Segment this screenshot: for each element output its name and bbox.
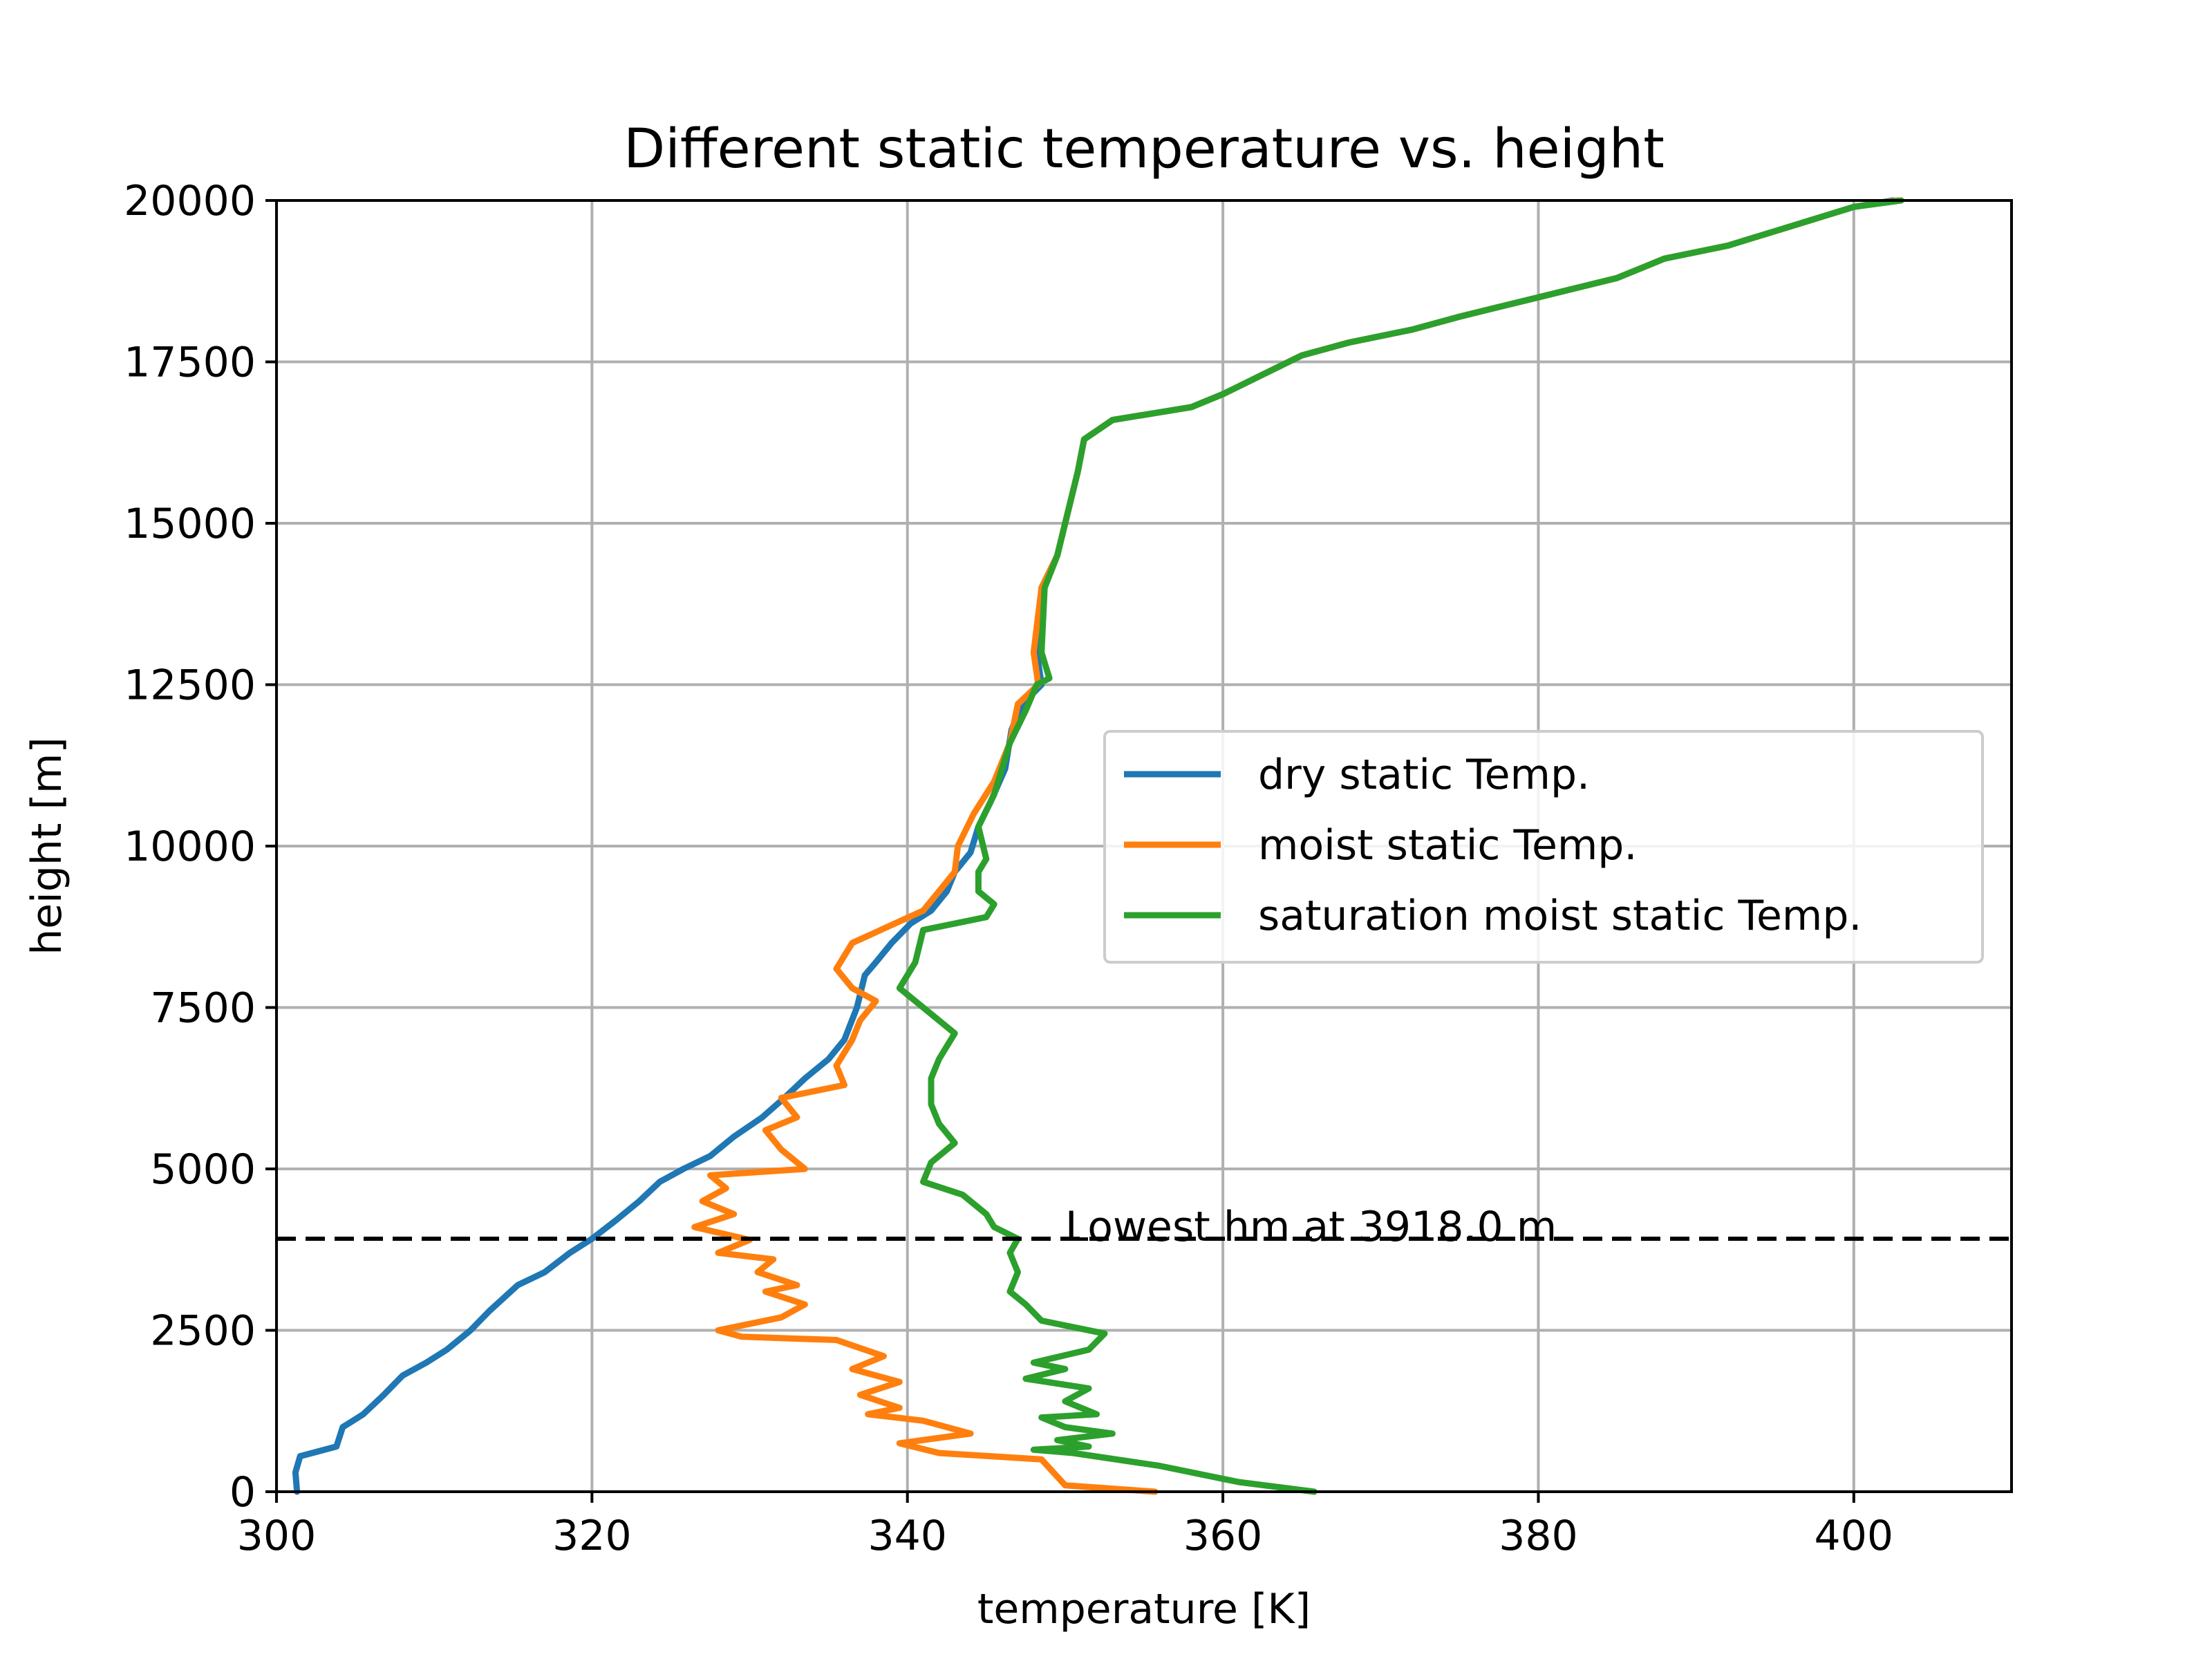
legend-box — [1103, 730, 1984, 964]
chart-title: Different static temperature vs. height — [624, 118, 1665, 180]
x-tick-label: 320 — [552, 1512, 632, 1560]
legend-label: saturation moist static Temp. — [1258, 892, 1862, 940]
legend: dry static Temp. moist static Temp. satura… — [1103, 730, 1984, 964]
x-tick-label: 380 — [1499, 1512, 1578, 1560]
y-axis-label: height [m] — [23, 737, 71, 955]
y-tick-label: 10000 — [124, 823, 256, 871]
y-tick-label: 2500 — [150, 1307, 256, 1356]
y-tick-label: 15000 — [124, 500, 256, 548]
y-axis-ticks: 0 2500 5000 7500 10000 12500 15000 17500 20000 — [124, 177, 276, 1517]
x-tick-label: 340 — [868, 1512, 947, 1560]
lowest-hm-annotation: Lowest hm at 3918.0 m — [1065, 1203, 1557, 1251]
y-tick-label: 5000 — [150, 1145, 256, 1194]
legend-label: moist static Temp. — [1258, 821, 1637, 870]
y-tick-label: 12500 — [124, 662, 256, 710]
y-tick-label: 20000 — [124, 177, 256, 225]
y-tick-label: 7500 — [150, 984, 256, 1033]
x-axis-ticks: 300 320 340 360 380 400 — [237, 1492, 1893, 1560]
y-tick-label: 0 — [229, 1468, 256, 1517]
x-tick-label: 400 — [1815, 1512, 1894, 1560]
series-lines — [292, 197, 1904, 1495]
x-axis-label: temperature [K] — [977, 1585, 1311, 1633]
x-tick-label: 300 — [237, 1512, 317, 1560]
series-line-2 — [896, 197, 1904, 1495]
x-tick-label: 360 — [1183, 1512, 1263, 1560]
legend-label: dry static Temp. — [1258, 751, 1590, 799]
y-tick-label: 17500 — [124, 339, 256, 387]
